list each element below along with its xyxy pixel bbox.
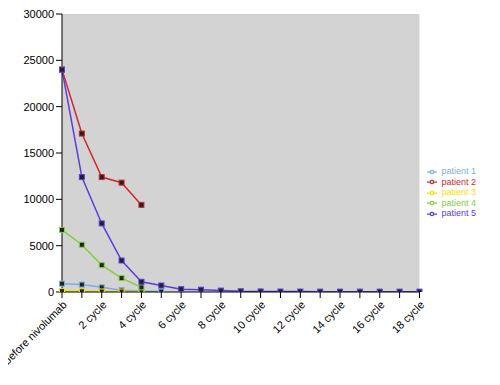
svg-text:10000: 10000 [23, 193, 54, 205]
svg-text:2 cycle: 2 cycle [76, 298, 109, 331]
svg-text:5000: 5000 [30, 240, 54, 252]
svg-text:25000: 25000 [23, 54, 54, 66]
svg-text:12 cycle: 12 cycle [270, 298, 307, 335]
svg-text:20000: 20000 [23, 101, 54, 113]
html-text:patient 5: patient 5 [441, 208, 476, 219]
html-text:patient 4: patient 4 [441, 197, 476, 208]
html-text:patient 3: patient 3 [441, 187, 476, 198]
html-text:patient 2: patient 2 [441, 176, 476, 187]
svg-text:18 cycle: 18 cycle [389, 298, 426, 335]
svg-text:0: 0 [48, 286, 54, 298]
svg-text:30000: 30000 [23, 8, 54, 20]
svg-text:6 cycle: 6 cycle [155, 298, 188, 331]
svg-text:14 cycle: 14 cycle [310, 298, 347, 335]
svg-text:10 cycle: 10 cycle [231, 298, 268, 335]
svg-text:8 cycle: 8 cycle [195, 298, 228, 331]
svg-text:15000: 15000 [23, 147, 54, 159]
svg-text:before nivolumab: before nivolumab [8, 298, 69, 366]
html-text:patient 1: patient 1 [441, 165, 476, 176]
svg-text:4 cycle: 4 cycle [116, 298, 149, 331]
svg-text:16 cycle: 16 cycle [350, 298, 387, 335]
